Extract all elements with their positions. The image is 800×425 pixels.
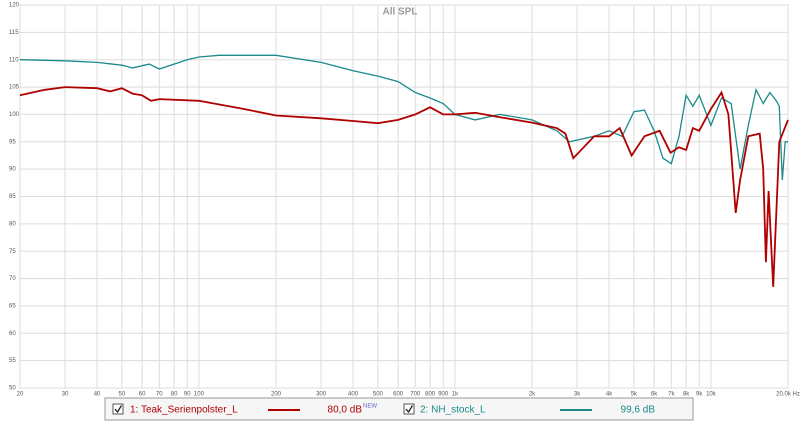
x-tick-label: 60 — [139, 392, 146, 398]
plot — [19, 54, 789, 287]
x-tick-label: 90 — [184, 392, 191, 398]
y-tick-label: 105 — [9, 85, 20, 91]
x-tick-label: 800 — [425, 392, 436, 398]
x-tick-label: 2k — [529, 392, 536, 398]
series-line — [19, 86, 789, 287]
y-tick-label: 70 — [9, 276, 16, 282]
x-tick-label: 100 — [194, 392, 205, 398]
x-tick-label: 1k — [452, 392, 459, 398]
chart-title: All SPL — [382, 7, 417, 18]
legend-checkbox[interactable] — [112, 403, 124, 415]
legend-level: 80,0 dB — [328, 405, 363, 416]
checkmark — [405, 405, 414, 414]
x-tick-label: 40 — [94, 392, 101, 398]
legend-items: 1: Teak_Serienpolster_L 80,0 dB NEW 2: NH_s… — [112, 403, 656, 416]
y-tick-label: 55 — [9, 358, 16, 364]
legend-checkbox[interactable] — [403, 403, 415, 415]
legend-label: 2: NH_stock_L — [420, 405, 486, 416]
legend-label: 1: Teak_Serienpolster_L — [130, 405, 238, 416]
x-tick-label: 500 — [373, 392, 384, 398]
y-tick-label: 95 — [9, 139, 16, 145]
x-tick-label: 300 — [316, 392, 327, 398]
x-tick-label: 20.0k Hz — [776, 392, 800, 398]
x-tick-label: 7k — [668, 392, 675, 398]
legend-badge: NEW — [363, 404, 377, 410]
x-tick-label: 900 — [438, 392, 449, 398]
x-tick-label: 400 — [348, 392, 359, 398]
x-tick-label: 10k — [706, 392, 717, 398]
y-tick-label: 90 — [9, 167, 16, 173]
y-tick-label: 80 — [9, 221, 16, 227]
x-tick-label: 4k — [606, 392, 613, 398]
x-tick-label: 20 — [17, 392, 24, 398]
x-tick-label: 3k — [574, 392, 581, 398]
y-tick-label: 75 — [9, 249, 16, 255]
y-tick-label: 50 — [9, 386, 16, 392]
x-tick-label: 70 — [156, 392, 163, 398]
x-tick-label: 9k — [696, 392, 703, 398]
x-tick-label: 700 — [410, 392, 421, 398]
x-tick-label: 200 — [271, 392, 282, 398]
grid: 50 55 60 65 70 75 80 85 90 95 100 105 110 115 120 20 30 4… — [9, 3, 800, 398]
y-tick-label: 60 — [9, 331, 16, 337]
y-tick-label: 100 — [9, 112, 20, 118]
x-tick-label: 50 — [119, 392, 126, 398]
legend — [104, 397, 694, 421]
y-tick-label: 115 — [9, 30, 19, 36]
x-tick-label: 80 — [171, 392, 178, 398]
y-tick-label: 120 — [9, 3, 20, 9]
x-tick-label: 600 — [393, 392, 404, 398]
x-tick-label: 6k — [651, 392, 658, 398]
x-tick-label: 8k — [683, 392, 690, 398]
y-tick-label: 110 — [9, 57, 19, 63]
y-tick-label: 65 — [9, 304, 16, 310]
legend-level: 99,6 dB — [621, 405, 656, 416]
checkmark — [114, 405, 123, 414]
x-tick-label: 30 — [62, 392, 69, 398]
y-tick-label: 85 — [9, 194, 16, 200]
x-tick-label: 5k — [631, 392, 638, 398]
